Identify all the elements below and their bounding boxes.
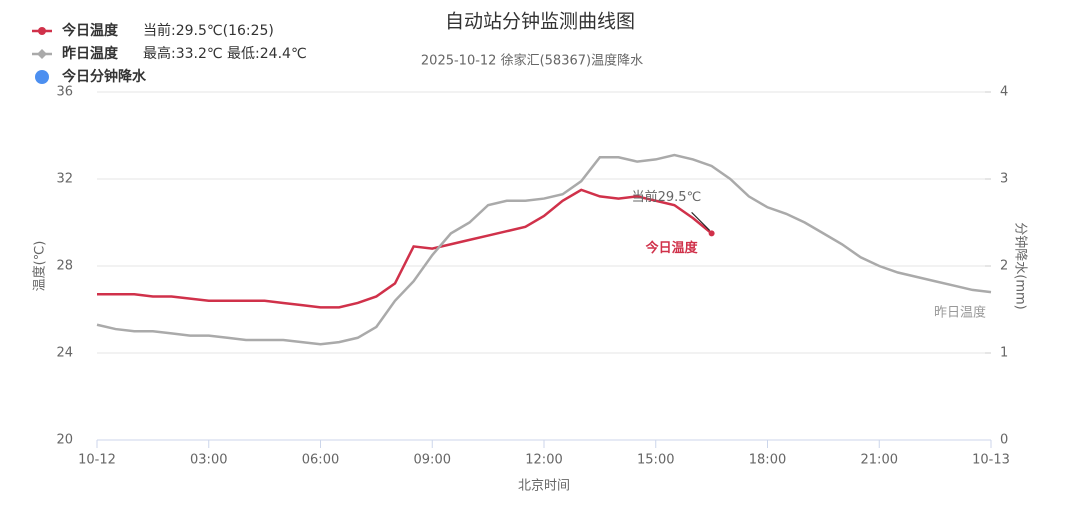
x-tick-label: 15:00 — [637, 453, 674, 468]
y2-tick-label: 1 — [1000, 346, 1008, 361]
legend-marker — [38, 27, 46, 35]
chart-subtitle: 2025-10-12 徐家汇(58367)温度降水 — [421, 53, 643, 69]
y-tick-label: 32 — [56, 172, 73, 187]
y-tick-label: 24 — [56, 346, 73, 361]
legend-note: 最高:33.2℃ 最低:24.4℃ — [143, 45, 307, 62]
legend-label[interactable]: 昨日温度 — [62, 45, 119, 62]
y-tick-label: 36 — [56, 85, 73, 100]
y2-axis-label: 分钟降水(mm) — [1013, 222, 1029, 309]
x-tick-label: 09:00 — [414, 453, 451, 468]
series-end-label: 昨日温度 — [934, 305, 986, 321]
x-tick-label: 03:00 — [190, 453, 227, 468]
chart-title: 自动站分钟监测曲线图 — [445, 11, 635, 33]
y-tick-label: 20 — [56, 433, 73, 448]
series-line — [96, 153, 992, 346]
x-tick-label: 21:00 — [861, 453, 898, 468]
x-tick-label: 18:00 — [749, 453, 786, 468]
legend-marker — [37, 49, 47, 59]
y-axis-label: 温度(℃) — [32, 241, 48, 292]
y2-tick-label: 4 — [1000, 85, 1008, 100]
x-axis-label: 北京时间 — [518, 479, 570, 494]
x-tick-label: 12:00 — [525, 453, 562, 468]
x-tick-label: 06:00 — [302, 453, 339, 468]
y-tick-label: 28 — [56, 259, 73, 274]
current-point — [708, 230, 715, 237]
legend-label[interactable]: 今日温度 — [61, 22, 119, 39]
y2-tick-label: 3 — [1000, 172, 1008, 187]
series-end-label: 今日温度 — [645, 240, 699, 256]
annotation-arrow — [691, 211, 711, 231]
legend-marker — [35, 70, 49, 84]
series-line — [97, 188, 713, 309]
annotation: 当前29.5℃ — [632, 189, 702, 205]
legend-note: 当前:29.5℃(16:25) — [143, 22, 274, 39]
x-tick-label: 10-13 — [972, 453, 1010, 468]
y2-tick-label: 0 — [1000, 433, 1008, 448]
legend-label[interactable]: 今日分钟降水 — [61, 68, 147, 85]
x-tick-label: 10-12 — [78, 453, 116, 468]
y2-tick-label: 2 — [1000, 259, 1008, 274]
